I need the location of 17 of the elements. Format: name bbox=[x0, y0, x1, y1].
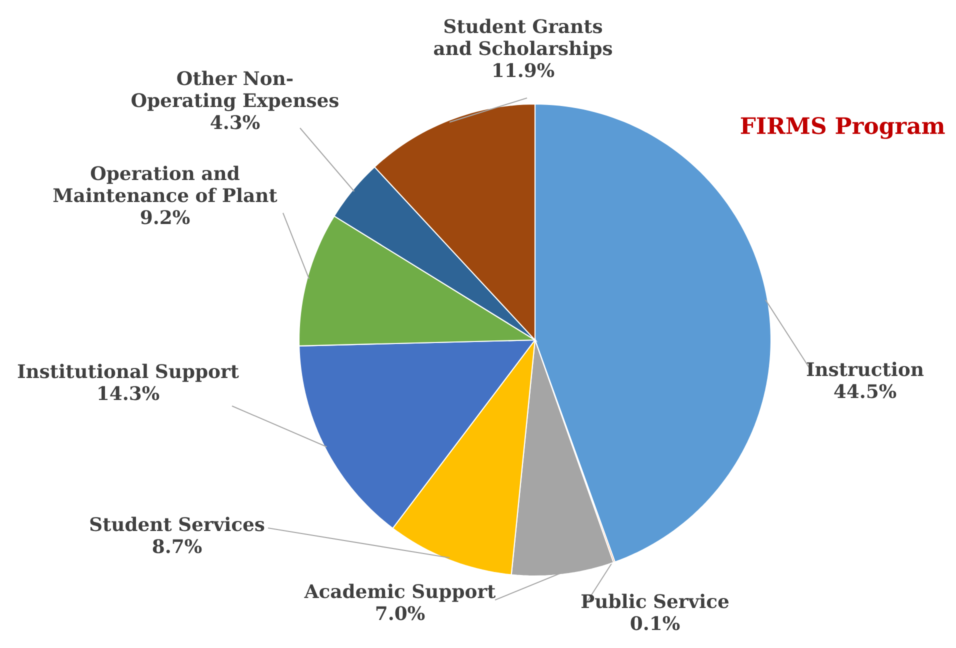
slice-label: Student Services bbox=[90, 516, 264, 532]
slice-label: Institutional Support bbox=[18, 364, 239, 382]
data-label: 4.3% bbox=[210, 115, 260, 130]
slice-label: Public Service bbox=[581, 594, 729, 608]
data-label: 8.7% bbox=[152, 539, 202, 554]
slice-label: Other Non-Operating Expenses bbox=[132, 70, 338, 112]
data-label: 14.3% bbox=[98, 386, 160, 400]
slice-label: Operation and Maintenance of Plant bbox=[53, 166, 278, 202]
data-label: 0.1% bbox=[630, 616, 680, 630]
slice-label: Instruction bbox=[806, 362, 924, 376]
data-label: 44.5% bbox=[834, 384, 896, 398]
text: FIRMS Program bbox=[740, 117, 945, 139]
data-label: 7.0% bbox=[376, 606, 425, 620]
data-label: 9.2% bbox=[140, 210, 190, 224]
slice-label: Student Grants and Scholarships bbox=[434, 18, 612, 59]
data-label: 11.9% bbox=[494, 63, 554, 78]
slice-label: Academic Support bbox=[304, 584, 496, 602]
